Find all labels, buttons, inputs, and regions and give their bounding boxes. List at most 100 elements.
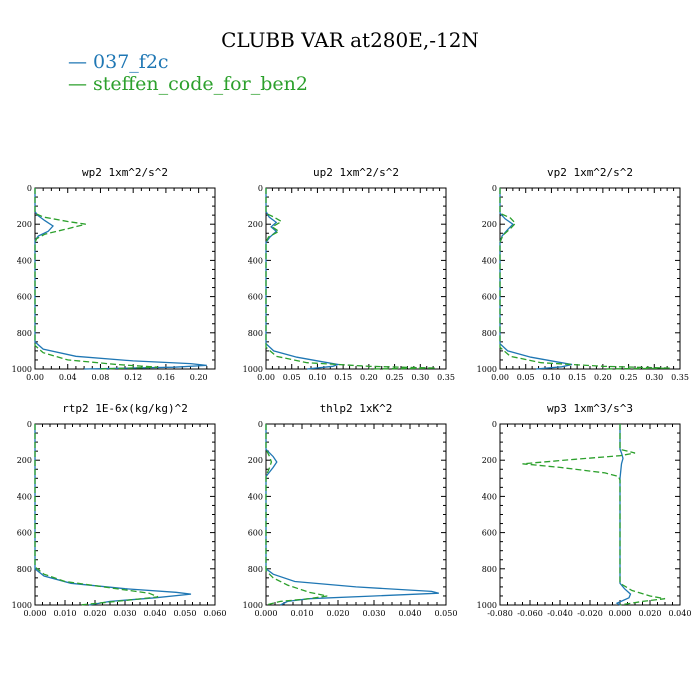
series-line-037-f2c (499, 188, 573, 370)
y-tick-label: 800 (482, 329, 497, 338)
x-tick-label: 0.08 (92, 373, 110, 382)
y-tick-label: 0 (27, 420, 32, 429)
x-tick-label: 0.040 (144, 609, 167, 618)
x-tick-label: -0.020 (577, 609, 603, 618)
legend-entry-steffen-code: — steffen_code_for_ben2 (68, 73, 308, 95)
y-tick-label: 400 (17, 256, 32, 265)
x-tick-label: 0.030 (363, 609, 386, 618)
y-tick-label: 1000 (243, 365, 263, 374)
x-tick-label: 0.25 (620, 373, 638, 382)
x-tick-label: 0.050 (435, 609, 458, 618)
x-tick-label: 0.35 (671, 373, 689, 382)
y-tick-label: 1000 (12, 365, 32, 374)
x-tick-label: 0.00 (26, 373, 44, 382)
y-tick-label: 800 (248, 329, 263, 338)
x-tick-label: 0.060 (204, 609, 227, 618)
x-tick-label: 0.030 (114, 609, 137, 618)
y-tick-label: 0 (258, 184, 263, 193)
legend-label: steffen_code_for_ben2 (93, 73, 308, 95)
page-title: CLUBB VAR at280E,-12N (221, 28, 479, 52)
y-tick-label: 800 (17, 565, 32, 574)
series-line-steffen-code-for-ben2 (265, 424, 328, 606)
y-tick-label: 800 (482, 565, 497, 574)
y-tick-label: 0 (492, 184, 497, 193)
x-tick-label: 0.000 (24, 609, 47, 618)
plot-frame (34, 187, 216, 370)
subplot-title: wp2 1xm^2/s^2 (82, 166, 168, 179)
x-tick-label: -0.060 (517, 609, 543, 618)
series-line-037-f2c (615, 424, 632, 606)
series-line-037-f2c (34, 424, 192, 606)
x-tick-label: 0.30 (411, 373, 429, 382)
y-tick-label: 1000 (477, 601, 497, 610)
x-tick-label: 0.010 (54, 609, 77, 618)
y-tick-label: 400 (482, 256, 497, 265)
x-tick-label: 0.15 (568, 373, 586, 382)
x-tick-label: 0.20 (594, 373, 612, 382)
y-tick-label: 0 (492, 420, 497, 429)
x-tick-label: 0.20 (360, 373, 378, 382)
x-tick-label: 0.25 (386, 373, 404, 382)
y-tick-label: 200 (17, 456, 32, 465)
x-tick-label: -0.080 (487, 609, 513, 618)
x-tick-label: 0.00 (491, 373, 509, 382)
y-tick-label: 400 (248, 256, 263, 265)
series-line-037-f2c (265, 424, 439, 606)
y-tick-label: 200 (248, 456, 263, 465)
y-tick-label: 600 (17, 529, 32, 538)
x-tick-label: 0.10 (309, 373, 327, 382)
y-tick-label: 600 (482, 529, 497, 538)
x-tick-label: 0.15 (334, 373, 352, 382)
plot-frame (265, 423, 447, 606)
y-tick-label: 1000 (12, 601, 32, 610)
y-tick-label: 400 (248, 492, 263, 501)
x-tick-label: 0.050 (174, 609, 197, 618)
legend-swatch: — (68, 73, 94, 95)
y-tick-label: 0 (258, 420, 263, 429)
x-tick-label: 0.12 (124, 373, 142, 382)
x-tick-label: 0.000 (255, 609, 278, 618)
y-tick-label: 1000 (477, 365, 497, 374)
subplot-title: wp3 1xm^3/s^3 (547, 402, 633, 415)
plot-frame (34, 423, 216, 606)
y-tick-label: 800 (17, 329, 32, 338)
subplot-title: rtp2 1E-6x(kg/kg)^2 (62, 402, 188, 415)
x-tick-label: 0.020 (327, 609, 350, 618)
subplot-title: thlp2 1xK^2 (320, 402, 393, 415)
legend-label: 037_f2c (93, 51, 169, 73)
legend-swatch: — (68, 51, 94, 73)
x-tick-label: 0.05 (283, 373, 301, 382)
x-tick-label: 0.04 (59, 373, 77, 382)
subplot-title: up2 1xm^2/s^2 (313, 166, 399, 179)
x-tick-label: 0.040 (669, 609, 692, 618)
x-tick-label: 0.10 (543, 373, 561, 382)
x-tick-label: 0.000 (609, 609, 632, 618)
y-tick-label: 0 (27, 184, 32, 193)
series-line-037-f2c (34, 188, 207, 370)
series-line-steffen-code-for-ben2 (499, 188, 670, 370)
x-tick-label: 0.00 (257, 373, 275, 382)
x-tick-label: 0.010 (291, 609, 314, 618)
series-line-steffen-code-for-ben2 (34, 188, 158, 370)
y-tick-label: 200 (482, 220, 497, 229)
y-tick-label: 1000 (243, 601, 263, 610)
plot-frame (499, 187, 681, 370)
y-tick-label: 600 (482, 293, 497, 302)
x-tick-label: 0.35 (437, 373, 455, 382)
series-line-037-f2c (265, 188, 341, 370)
series-line-steffen-code-for-ben2 (34, 424, 159, 606)
y-tick-label: 400 (482, 492, 497, 501)
x-tick-label: -0.040 (547, 609, 573, 618)
x-tick-label: 0.020 (639, 609, 662, 618)
x-tick-label: 0.20 (190, 373, 208, 382)
plot-frame (499, 423, 681, 606)
series-line-steffen-code-for-ben2 (522, 424, 666, 606)
x-tick-label: 0.040 (399, 609, 422, 618)
y-tick-label: 600 (248, 293, 263, 302)
y-tick-label: 200 (17, 220, 32, 229)
